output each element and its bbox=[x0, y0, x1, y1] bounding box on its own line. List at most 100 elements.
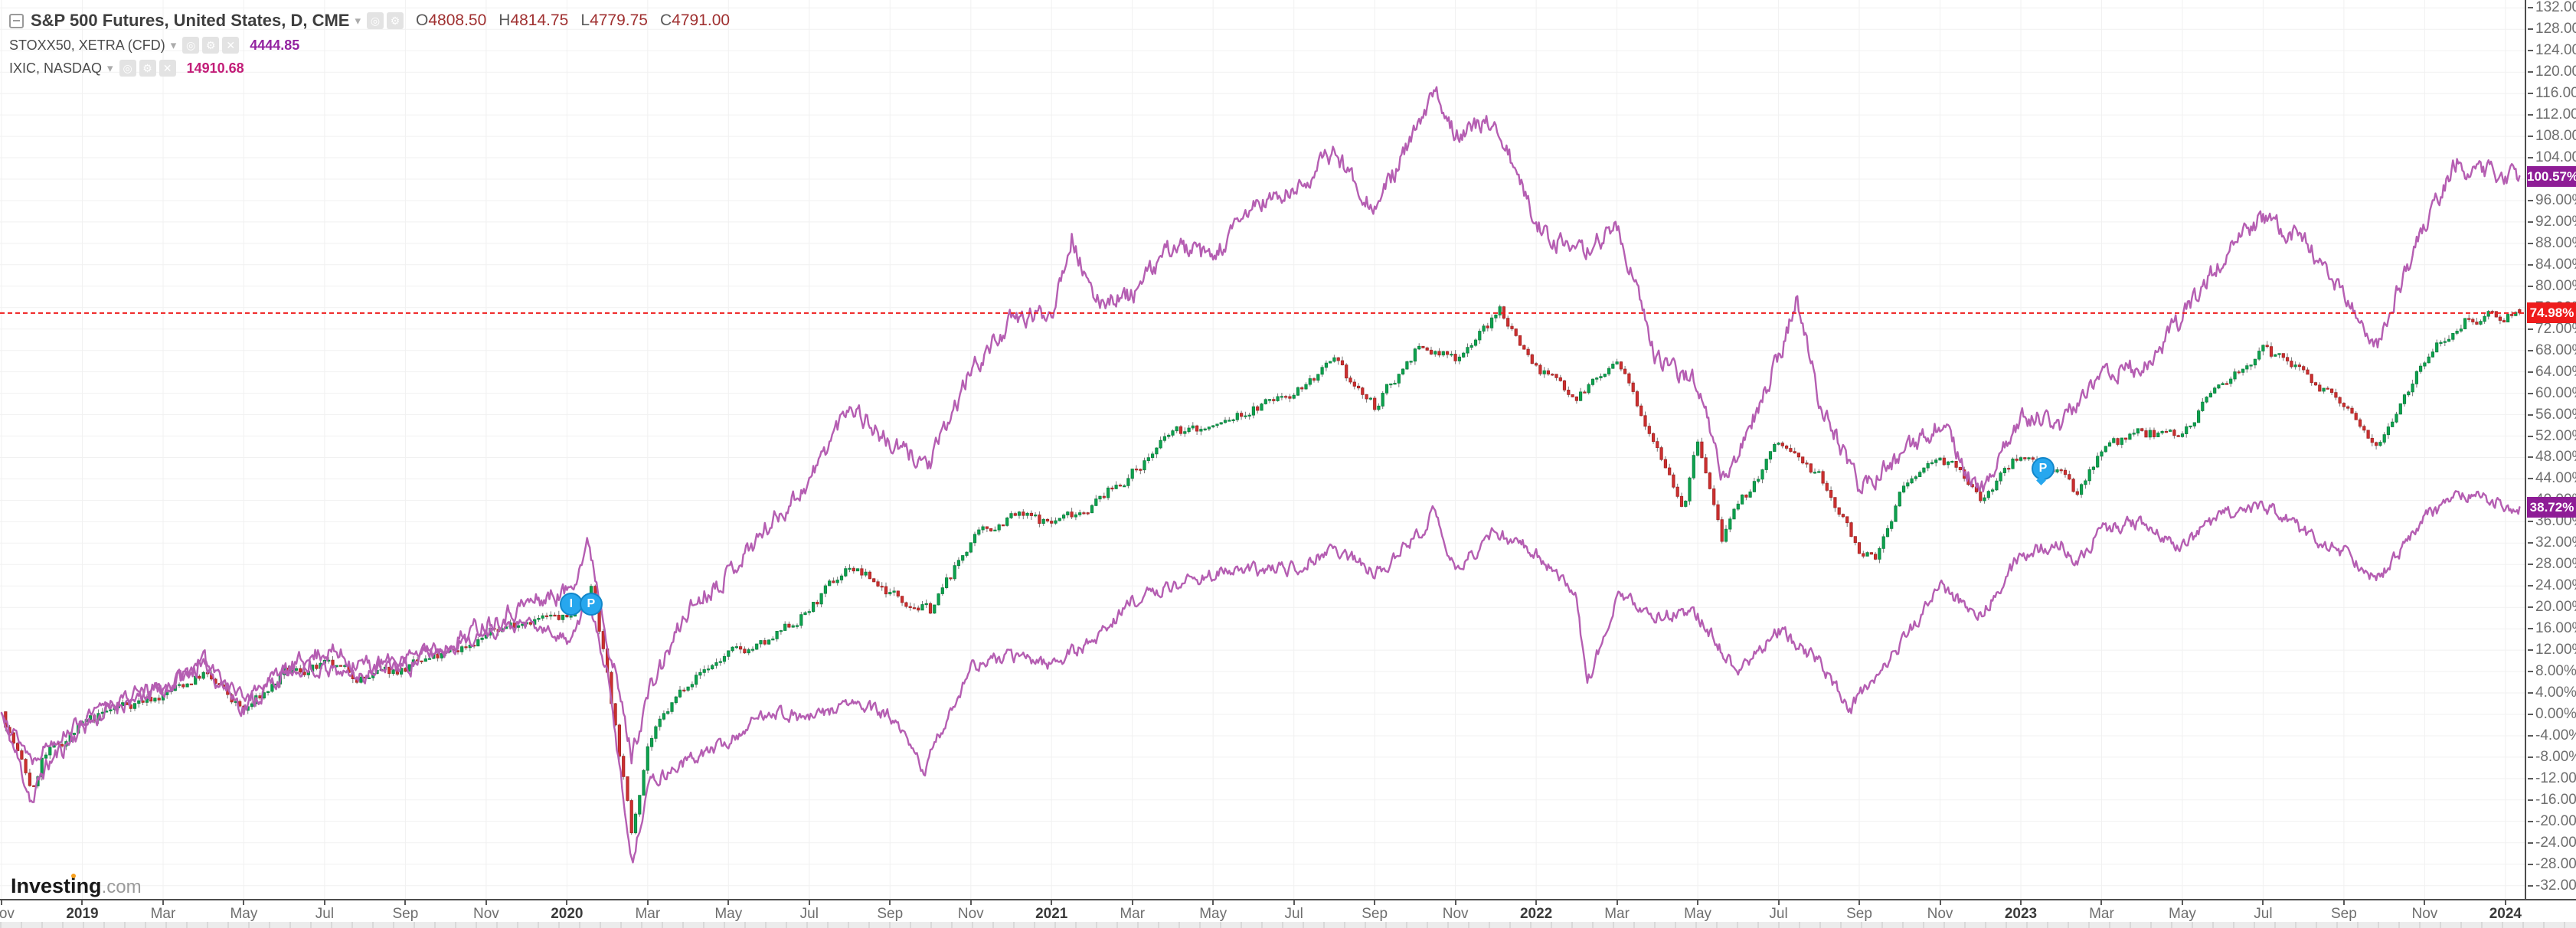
bottom-scroll-strip[interactable] bbox=[0, 922, 2576, 928]
price-tick-label: -28.00% bbox=[2528, 856, 2576, 873]
time-tick-label: Sep bbox=[2331, 906, 2357, 922]
circle-icon[interactable]: ◎ bbox=[182, 37, 200, 54]
price-tick-label: 124.00% bbox=[2527, 42, 2576, 59]
price-tick-label: 116.00% bbox=[2528, 85, 2576, 102]
time-tick-mark bbox=[2504, 900, 2506, 905]
event-bubble-p[interactable]: P bbox=[579, 593, 603, 616]
logo-tld: .com bbox=[101, 877, 142, 897]
legend-main-row[interactable]: S&P 500 Futures, United States, D, CME ▾… bbox=[9, 8, 742, 34]
price-tick-label: 0.00% bbox=[2528, 706, 2576, 722]
legend-overlay-row-ixic[interactable]: IXIC, NASDAQ ▾ ◎ ⚙ ✕ 14910.68 bbox=[9, 57, 742, 80]
price-tick-label: -32.00% bbox=[2528, 877, 2576, 894]
investing-logo: Investing.com bbox=[11, 874, 142, 898]
price-tick-label: 80.00% bbox=[2527, 278, 2576, 295]
time-tick-mark bbox=[1939, 900, 1941, 905]
time-tick-label: May bbox=[1199, 906, 1228, 922]
time-tick-mark bbox=[162, 900, 164, 905]
time-tick-mark bbox=[485, 900, 487, 905]
time-tick-mark bbox=[2100, 900, 2103, 905]
time-tick-label: 2023 bbox=[2004, 906, 2038, 922]
circle-icon[interactable]: ◎ bbox=[119, 60, 136, 77]
price-tick-label: -20.00% bbox=[2528, 813, 2576, 830]
chevron-down-icon[interactable]: ▾ bbox=[170, 39, 177, 52]
ohlc-values: O4808.50 H4814.75 L4779.75 C4791.00 bbox=[416, 11, 731, 29]
price-tick-label: 8.00% bbox=[2528, 663, 2576, 680]
time-tick-label: Mar bbox=[635, 906, 661, 922]
price-axis[interactable]: 132.00% 128.00% 124.00% 120.00% 116.00% 112.0… bbox=[2525, 0, 2576, 899]
time-tick-label: Nov bbox=[2411, 906, 2438, 922]
price-tick-label: 16.00% bbox=[2527, 620, 2576, 637]
price-chart-canvas[interactable] bbox=[0, 0, 2525, 899]
axis-price-badge: 38.72% bbox=[2527, 496, 2576, 518]
price-tick-label: 72.00% bbox=[2527, 321, 2576, 338]
price-tick-label: 52.00% bbox=[2527, 428, 2576, 445]
time-tick-mark bbox=[2020, 900, 2022, 905]
overlay-title: STOXX50, XETRA (CFD) bbox=[9, 37, 165, 53]
time-tick-label: Nov bbox=[957, 906, 984, 922]
time-tick-label: Jul bbox=[1769, 906, 1788, 922]
price-tick-label: 28.00% bbox=[2527, 556, 2576, 573]
price-tick-label: 120.00% bbox=[2527, 64, 2576, 80]
time-tick-mark bbox=[1858, 900, 1861, 905]
time-tick-mark bbox=[646, 900, 649, 905]
chart-legend: S&P 500 Futures, United States, D, CME ▾… bbox=[9, 8, 742, 80]
collapse-legend-icon[interactable] bbox=[9, 13, 24, 28]
gear-icon[interactable]: ⚙ bbox=[387, 12, 404, 29]
overlay-last-value: 4444.85 bbox=[250, 37, 300, 53]
axis-price-badge: 100.57% bbox=[2527, 165, 2576, 187]
chevron-down-icon[interactable]: ▾ bbox=[355, 15, 361, 28]
time-tick-label: Sep bbox=[392, 906, 419, 922]
chart-plot-area[interactable] bbox=[0, 0, 2525, 899]
close-icon[interactable]: ✕ bbox=[222, 37, 240, 54]
time-tick-mark bbox=[1454, 900, 1456, 905]
open-value: 4808.50 bbox=[428, 11, 487, 29]
gear-icon[interactable]: ⚙ bbox=[139, 60, 156, 77]
circle-icon[interactable]: ◎ bbox=[367, 12, 384, 29]
time-tick-mark bbox=[1616, 900, 1618, 905]
overlay-title: IXIC, NASDAQ bbox=[9, 60, 103, 76]
price-tick-label: -4.00% bbox=[2527, 727, 2576, 744]
price-tick-label: -8.00% bbox=[2527, 749, 2576, 766]
time-tick-label: Jul bbox=[1284, 906, 1303, 922]
time-tick-label: 2024 bbox=[2489, 906, 2522, 922]
price-tick-label: -16.00% bbox=[2528, 792, 2576, 809]
price-tick-label: 68.00% bbox=[2527, 342, 2576, 359]
event-bubble-p[interactable]: P bbox=[2032, 457, 2055, 481]
time-tick-mark bbox=[808, 900, 810, 905]
close-icon[interactable]: ✕ bbox=[159, 60, 176, 77]
time-tick-mark bbox=[1051, 900, 1053, 905]
price-tick-label: 12.00% bbox=[2527, 642, 2576, 658]
time-tick-label: Sep bbox=[1846, 906, 1872, 922]
time-tick-mark bbox=[2181, 900, 2183, 905]
price-tick-label: 56.00% bbox=[2527, 407, 2576, 423]
price-tick-label: 128.00% bbox=[2527, 21, 2576, 38]
symbol-title: S&P 500 Futures, United States, D, CME bbox=[31, 11, 350, 30]
price-tick-label: 132.00% bbox=[2527, 0, 2576, 16]
axis-price-badge: 74.98% bbox=[2527, 302, 2576, 324]
legend-overlay-row-stoxx50[interactable]: STOXX50, XETRA (CFD) ▾ ◎ ⚙ ✕ 4444.85 bbox=[9, 34, 742, 57]
low-value: 4779.75 bbox=[590, 11, 648, 29]
time-tick-label: Mar bbox=[2089, 906, 2114, 922]
time-tick-label: May bbox=[714, 906, 743, 922]
price-tick-label: 84.00% bbox=[2527, 257, 2576, 273]
time-tick-label: Jul bbox=[315, 906, 335, 922]
time-tick-mark bbox=[1697, 900, 1699, 905]
time-tick-label: Sep bbox=[1362, 906, 1388, 922]
time-tick-label: Mar bbox=[150, 906, 176, 922]
time-tick-mark bbox=[323, 900, 325, 905]
chevron-down-icon[interactable]: ▾ bbox=[107, 62, 113, 75]
price-tick-label: 44.00% bbox=[2527, 470, 2576, 487]
time-tick-mark bbox=[1, 900, 2, 905]
time-tick-label: May bbox=[2169, 906, 2196, 922]
time-tick-mark bbox=[1777, 900, 1780, 905]
time-tick-label: Nov bbox=[472, 906, 499, 922]
time-tick-label: Nov bbox=[1927, 906, 1953, 922]
time-tick-mark bbox=[727, 900, 730, 905]
price-tick-label: 88.00% bbox=[2527, 235, 2576, 252]
time-tick-label: Mar bbox=[1604, 906, 1630, 922]
price-tick-label: 96.00% bbox=[2527, 192, 2576, 209]
time-tick-label: May bbox=[230, 906, 258, 922]
price-tick-label: 32.00% bbox=[2527, 534, 2576, 551]
gear-icon[interactable]: ⚙ bbox=[202, 37, 220, 54]
